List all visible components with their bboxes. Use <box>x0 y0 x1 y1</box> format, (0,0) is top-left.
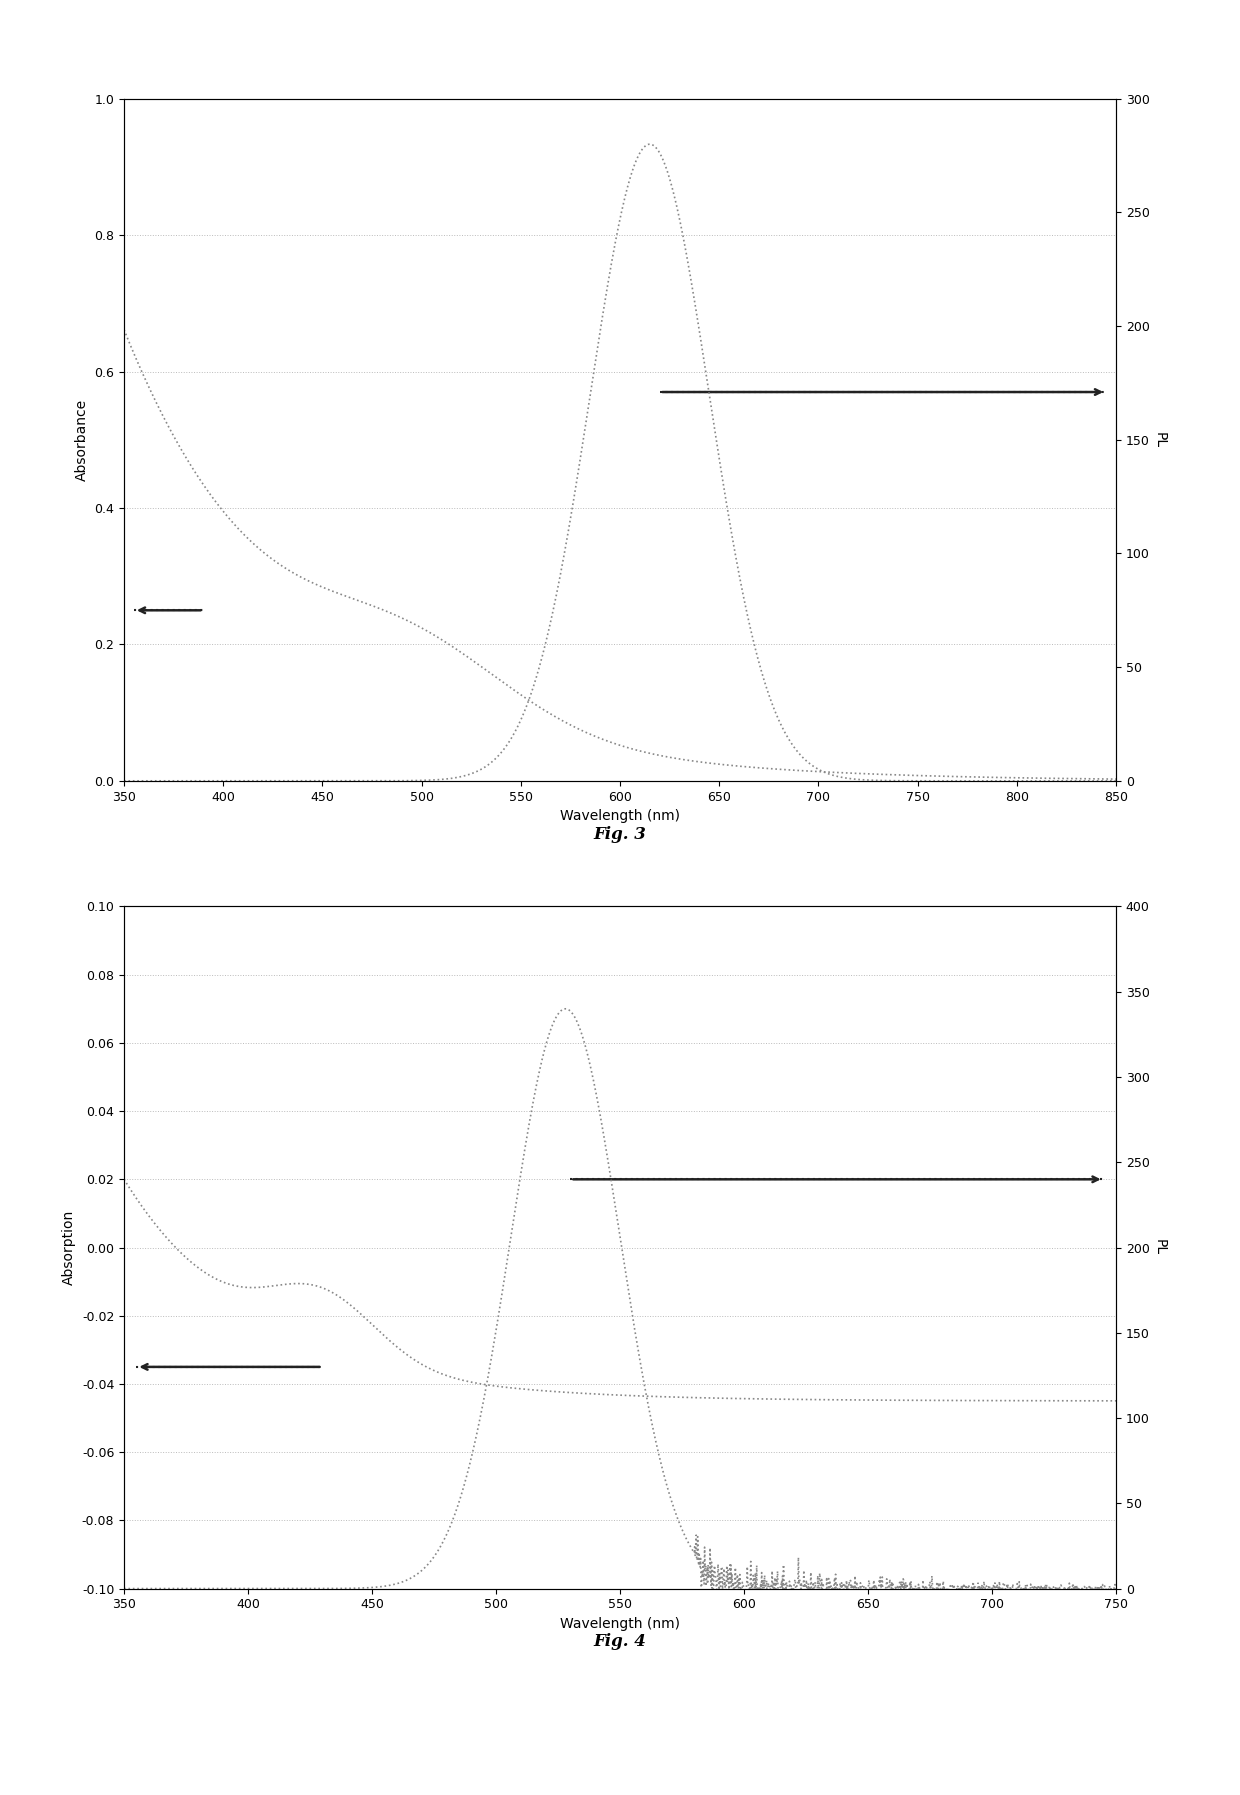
Y-axis label: PL: PL <box>1152 433 1167 447</box>
X-axis label: Wavelength (nm): Wavelength (nm) <box>560 1617 680 1632</box>
Text: Fig. 4: Fig. 4 <box>594 1633 646 1650</box>
Text: Fig. 3: Fig. 3 <box>594 826 646 842</box>
Y-axis label: Absorption: Absorption <box>62 1210 76 1285</box>
Y-axis label: PL: PL <box>1152 1240 1167 1255</box>
Y-axis label: Absorbance: Absorbance <box>74 398 89 481</box>
X-axis label: Wavelength (nm): Wavelength (nm) <box>560 810 680 824</box>
